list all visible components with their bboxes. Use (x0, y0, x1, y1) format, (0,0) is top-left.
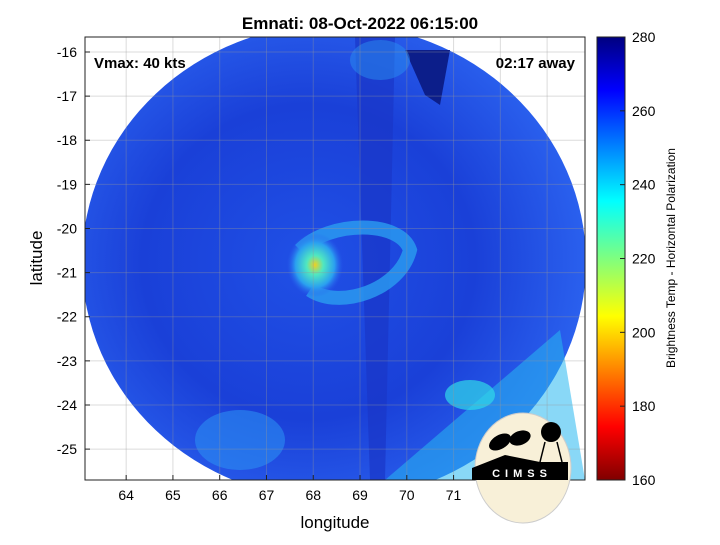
colorbar-tick-label: 220 (632, 251, 656, 267)
vmax-label: Vmax: 40 kts (94, 55, 186, 72)
x-tick-label: 71 (446, 487, 462, 503)
y-tick-label: -16 (57, 44, 77, 60)
y-tick-label: -20 (57, 220, 77, 236)
x-tick-label: 64 (118, 487, 134, 503)
y-ticks: -16 -17 -18 -19 -20 -21 -22 -23 -24 -25 (57, 44, 90, 457)
y-tick-label: -24 (57, 397, 77, 413)
grid (85, 37, 585, 480)
cimss-logo: CIMSS (472, 412, 572, 524)
plot-frame (84, 36, 586, 481)
colorbar-ticks: 280 260 240 220 200 180 160 (620, 29, 656, 488)
x-tick-label: 70 (399, 487, 415, 503)
colorbar-tick-label: 280 (632, 29, 656, 45)
x-tick-label: 66 (212, 487, 228, 503)
colorbar-tick-label: 260 (632, 103, 656, 119)
y-tick-label: -17 (57, 88, 77, 104)
x-axis-label: longitude (300, 513, 369, 532)
x-tick-label: 69 (352, 487, 368, 503)
y-axis-label: latitude (27, 231, 46, 286)
y-tick-label: -23 (57, 353, 77, 369)
plot-title: Emnati: 08-Oct-2022 06:15:00 (242, 14, 478, 33)
y-tick-label: -18 (57, 132, 77, 148)
x-tick-label: 67 (259, 487, 275, 503)
x-tick-label: 65 (165, 487, 181, 503)
logo-text: CIMSS (492, 468, 552, 480)
colorbar-tick-label: 160 (632, 472, 656, 488)
colorbar-tick-label: 180 (632, 398, 656, 414)
colorbar-tick-label: 240 (632, 177, 656, 193)
brightness-temp-image (85, 37, 585, 480)
time-away-label: 02:17 away (496, 55, 576, 72)
colorbar-tick-label: 200 (632, 324, 656, 340)
y-tick-label: -21 (57, 265, 77, 281)
y-tick-label: -19 (57, 176, 77, 192)
y-tick-label: -25 (57, 441, 77, 457)
y-tick-label: -22 (57, 309, 77, 325)
x-tick-label: 68 (305, 487, 321, 503)
colorbar-label: Brightness Temp - Horizontal Polarizatio… (664, 148, 678, 368)
